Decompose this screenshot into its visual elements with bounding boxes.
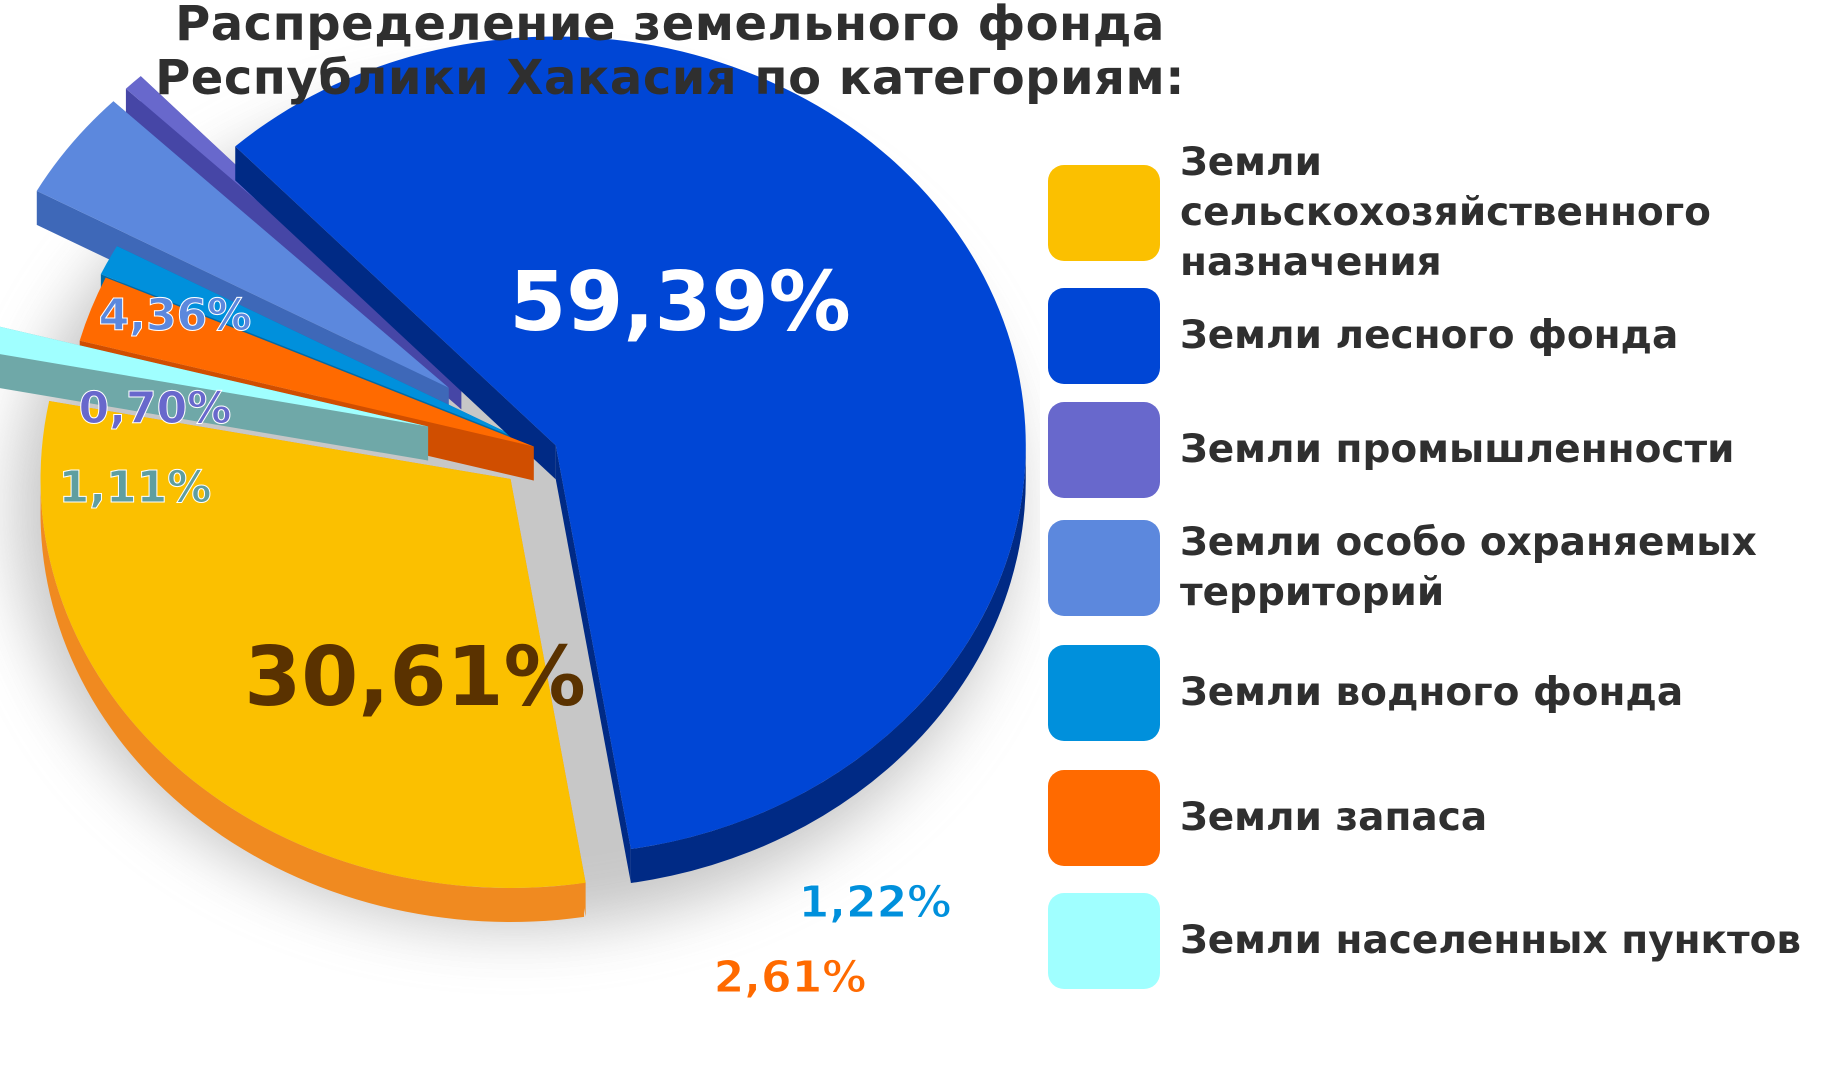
pie-value-label-5: 1,22% [799,877,952,928]
pie-slice-top [0,326,429,427]
legend-label-line: Земли запаса [1180,795,1488,840]
legend-label: Земли промышленности [1180,425,1820,475]
pie-slice-1 [40,401,586,922]
legend-label-line: Земли водного фонда [1180,670,1684,715]
legend-item-6: Земли запаса [1048,770,1818,866]
legend-label: Земли сельскохозяйственного назначения [1180,138,1820,288]
legend-label-line: Земли сельскохозяйственного [1180,140,1711,235]
legend-label-line: Земли промышленности [1180,427,1735,472]
pie-slice-top [235,36,1026,850]
pie-slice-rim [630,440,1026,884]
legend-label-line: Земли лесного фонда [1180,313,1679,358]
pie-slice-top [40,401,586,888]
legend-label: Земли запаса [1180,793,1820,843]
legend-swatch [1048,645,1160,741]
legend-swatch [1048,520,1160,616]
pie-value-label-3: 0,70% [79,383,232,434]
legend-swatch [1048,165,1160,261]
legend-swatch [1048,402,1160,498]
pie-slice-top [36,101,449,388]
legend-item-7: Земли населенных пунктов [1048,893,1818,989]
legend-label-line: Земли населенных пунктов [1180,918,1802,963]
chart-title-line-2: Республики Хакасия по категориям: [155,50,1185,106]
legend-item-2: Земли лесного фонда [1048,288,1818,384]
legend-item-4: Земли особо охраняемых территорий [1048,520,1818,616]
pie-slice-cut-wall [235,146,556,480]
pie-value-label-4: 4,36% [99,290,252,341]
legend-label-line: территорий [1180,570,1445,615]
legend-label: Земли населенных пунктов [1180,916,1820,966]
legend-swatch [1048,288,1160,384]
pie-value-label-7: 1,11% [59,462,212,513]
pie-chart: 30,61% 59,39% 0,70% 4,36% 1,22% 2,61% 1,11% [0,36,1026,1004]
pie-slice-top [100,246,529,443]
legend-label-line: назначения [1180,240,1442,285]
pie-slice-7 [0,326,429,461]
pie-slice-cut-wall [555,445,631,884]
legend-label: Земли особо охраняемых территорий [1180,518,1820,618]
legend-swatch [1048,770,1160,866]
legend-item-1: Земли сельскохозяйственного назначения [1048,140,1818,285]
pie-value-labels: 30,61% 59,39% 0,70% 4,36% 1,22% 2,61% 1,11% [58,255,952,1004]
pie-slice-top [79,277,534,447]
chart-title-line-1: Распределение земельного фонда [175,0,1165,52]
pie-slices [0,36,1026,922]
legend-item-5: Земли водного фонда [1048,645,1818,741]
pie-slice-2 [235,36,1026,884]
pie-value-label-1: 30,61% [244,630,586,725]
legend-label: Земли лесного фонда [1180,311,1820,361]
pie-slice-cut-wall [0,354,429,461]
legend-swatch [1048,893,1160,989]
legend-label: Земли водного фонда [1180,668,1820,718]
legend-item-3: Земли промышленности [1048,402,1818,498]
pie-value-label-6: 2,61% [714,952,867,1003]
pie-value-label-2: 59,39% [509,255,851,350]
legend-label-line: Земли особо охраняемых [1180,520,1757,565]
